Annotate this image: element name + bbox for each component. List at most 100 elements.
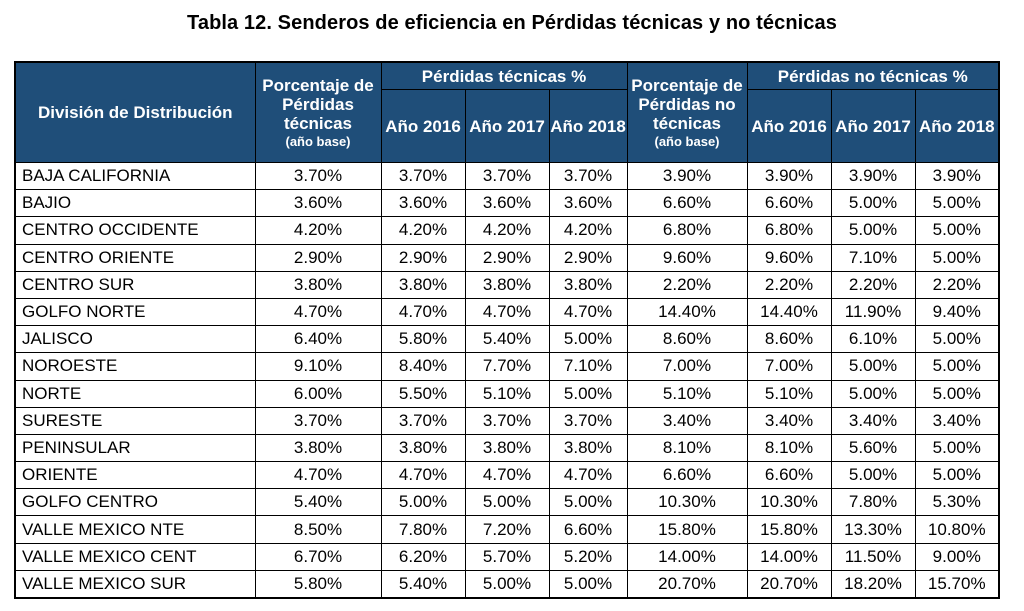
cell-pt-2017: 3.70%: [464, 406, 550, 435]
cell-pnt-base: 14.00%: [626, 542, 748, 571]
cell-pnt-2017: 5.00%: [830, 461, 916, 490]
cell-pt-2018: 7.10%: [548, 352, 628, 381]
cell-division-name: SURESTE: [14, 406, 256, 435]
cell-pnt-2018: 5.00%: [914, 325, 1000, 354]
cell-pt-base: 3.70%: [254, 161, 382, 191]
header-pt-2016: Año 2016: [380, 89, 466, 163]
cell-pt-2017: 5.70%: [464, 542, 550, 571]
header-pnt-2017: Año 2017: [830, 89, 916, 163]
table-row: SURESTE 3.70% 3.70% 3.70% 3.70% 3.40% 3.40% 3.4…: [14, 406, 1000, 435]
cell-pnt-2016: 8.10%: [746, 433, 832, 463]
cell-pt-2017: 3.80%: [464, 433, 550, 463]
cell-pt-base: 9.10%: [254, 352, 382, 381]
cell-pt-2018: 5.00%: [548, 325, 628, 354]
cell-pnt-2018: 5.00%: [914, 461, 1000, 490]
cell-pt-base: 2.90%: [254, 243, 382, 272]
cell-pt-2017: 3.80%: [464, 270, 550, 299]
cell-pt-2016: 3.60%: [380, 189, 466, 218]
cell-pnt-2016: 14.40%: [746, 297, 832, 327]
cell-pt-base: 4.70%: [254, 461, 382, 490]
cell-pt-base: 4.20%: [254, 216, 382, 245]
cell-pnt-2016: 20.70%: [746, 569, 832, 599]
cell-pt-2018: 2.90%: [548, 243, 628, 272]
table-row: BAJA CALIFORNIA 3.70% 3.70% 3.70% 3.70% 3.90%…: [14, 161, 1000, 191]
cell-pt-2018: 4.70%: [548, 297, 628, 327]
cell-pnt-base: 10.30%: [626, 488, 748, 517]
cell-pnt-2018: 10.80%: [914, 515, 1000, 544]
cell-pnt-base: 6.60%: [626, 461, 748, 490]
cell-pnt-2018: 9.40%: [914, 297, 1000, 327]
cell-pnt-2016: 2.20%: [746, 270, 832, 299]
table-row: BAJIO 3.60% 3.60% 3.60% 3.60% 6.60% 6.60% 5.00%…: [14, 189, 1000, 218]
cell-pt-2017: 3.70%: [464, 161, 550, 191]
cell-pnt-2018: 5.00%: [914, 379, 1000, 408]
efficiency-table: División de Distribución Porcentaje de P…: [14, 61, 1001, 599]
cell-pnt-2016: 6.60%: [746, 461, 832, 490]
cell-pt-2016: 7.80%: [380, 515, 466, 544]
table-row: ORIENTE 4.70% 4.70% 4.70% 4.70% 6.60% 6.60% 5.0…: [14, 461, 1000, 490]
cell-pnt-2017: 3.40%: [830, 406, 916, 435]
header-pnt-group: Pérdidas no técnicas %: [746, 61, 1000, 90]
cell-pnt-base: 20.70%: [626, 569, 748, 599]
cell-pnt-2017: 5.00%: [830, 216, 916, 245]
cell-pt-2016: 4.70%: [380, 297, 466, 327]
cell-pt-2018: 3.70%: [548, 406, 628, 435]
header-pnt-2018: Año 2018: [914, 89, 1000, 163]
cell-division-name: VALLE MEXICO SUR: [14, 569, 256, 599]
cell-pnt-2018: 9.00%: [914, 542, 1000, 571]
cell-pt-2017: 2.90%: [464, 243, 550, 272]
cell-pnt-2018: 5.00%: [914, 433, 1000, 463]
cell-pt-2017: 4.20%: [464, 216, 550, 245]
cell-pt-2017: 3.60%: [464, 189, 550, 218]
table-row: JALISCO 6.40% 5.80% 5.40% 5.00% 8.60% 8.60% 6.1…: [14, 325, 1000, 354]
header-pt-2018: Año 2018: [548, 89, 628, 163]
header-pnt-base-sub: (año base): [654, 133, 720, 149]
cell-pt-2017: 7.20%: [464, 515, 550, 544]
cell-pnt-2018: 5.00%: [914, 216, 1000, 245]
cell-pnt-2016: 3.40%: [746, 406, 832, 435]
cell-pt-2016: 3.80%: [380, 433, 466, 463]
cell-division-name: VALLE MEXICO CENT: [14, 542, 256, 571]
cell-pnt-2016: 7.00%: [746, 352, 832, 381]
cell-pnt-2016: 6.60%: [746, 189, 832, 218]
cell-pt-2018: 6.60%: [548, 515, 628, 544]
cell-pnt-base: 6.60%: [626, 189, 748, 218]
cell-pnt-base: 2.20%: [626, 270, 748, 299]
cell-division-name: PENINSULAR: [14, 433, 256, 463]
table-caption: Tabla 12. Senderos de eficiencia en Pérd…: [187, 12, 837, 34]
cell-pt-2017: 5.00%: [464, 569, 550, 599]
cell-pnt-2018: 2.20%: [914, 270, 1000, 299]
table-row: CENTRO ORIENTE 2.90% 2.90% 2.90% 2.90% 9.60% 9…: [14, 243, 1000, 272]
cell-pnt-base: 7.00%: [626, 352, 748, 381]
cell-pnt-base: 15.80%: [626, 515, 748, 544]
cell-pnt-base: 5.10%: [626, 379, 748, 408]
cell-pt-base: 3.80%: [254, 270, 382, 299]
cell-pt-2018: 5.00%: [548, 569, 628, 599]
cell-pt-base: 3.80%: [254, 433, 382, 463]
header-pnt-base: Porcentaje de Pérdidas no técnicas (año …: [626, 61, 748, 163]
cell-division-name: GOLFO CENTRO: [14, 488, 256, 517]
table-row: CENTRO SUR 3.80% 3.80% 3.80% 3.80% 2.20% 2.20%…: [14, 270, 1000, 299]
cell-pnt-2016: 9.60%: [746, 243, 832, 272]
cell-pnt-2018: 15.70%: [914, 569, 1000, 599]
cell-pnt-base: 3.40%: [626, 406, 748, 435]
cell-division-name: GOLFO NORTE: [14, 297, 256, 327]
cell-pnt-2018: 5.30%: [914, 488, 1000, 517]
cell-pt-base: 3.70%: [254, 406, 382, 435]
cell-pt-2016: 5.50%: [380, 379, 466, 408]
table-row: NOROESTE 9.10% 8.40% 7.70% 7.10% 7.00% 7.00% 5.…: [14, 352, 1000, 381]
cell-pt-base: 6.70%: [254, 542, 382, 571]
table-row: GOLFO NORTE 4.70% 4.70% 4.70% 4.70% 14.40% 14.…: [14, 297, 1000, 327]
header-pt-base-label: Porcentaje de Pérdidas técnicas: [262, 75, 374, 133]
cell-pt-2018: 3.80%: [548, 433, 628, 463]
cell-pt-2016: 3.70%: [380, 161, 466, 191]
cell-pt-base: 5.40%: [254, 488, 382, 517]
cell-pt-2016: 3.70%: [380, 406, 466, 435]
cell-pnt-2018: 5.00%: [914, 243, 1000, 272]
cell-pnt-base: 8.10%: [626, 433, 748, 463]
cell-pt-2017: 4.70%: [464, 297, 550, 327]
cell-pnt-2017: 5.60%: [830, 433, 916, 463]
cell-pnt-2017: 13.30%: [830, 515, 916, 544]
cell-pnt-2016: 8.60%: [746, 325, 832, 354]
cell-pt-base: 4.70%: [254, 297, 382, 327]
